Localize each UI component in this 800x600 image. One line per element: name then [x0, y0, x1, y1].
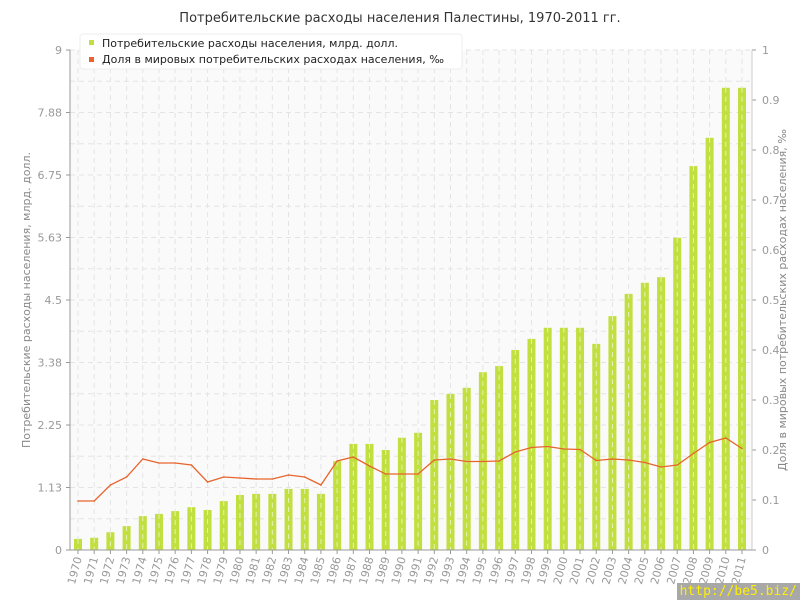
share-line: [78, 437, 743, 502]
left-tick-label: 0: [55, 544, 62, 557]
watermark[interactable]: http://be5.biz/: [676, 583, 800, 600]
legend: Потребительские расходы населения, млрд.…: [79, 33, 463, 70]
share-point: [514, 451, 517, 453]
legend-label-bar: Потребительские расходы населения, млрд.…: [102, 37, 398, 50]
legend-swatch-bar: [89, 40, 94, 45]
left-tick-label: 4.5: [45, 294, 63, 307]
share-point: [158, 462, 160, 464]
share-point: [190, 464, 193, 466]
share-point: [482, 460, 484, 463]
right-tick-label: 0.8: [762, 144, 780, 157]
bar: [640, 282, 649, 550]
share-point: [465, 460, 468, 463]
legend-label-line: Доля в мировых потребительских расходах …: [102, 53, 444, 66]
bar: [90, 537, 99, 550]
right-tick-label: 0.6: [762, 244, 780, 257]
share-point: [741, 447, 743, 450]
bar: [608, 316, 617, 550]
left-tick-label: 7.88: [38, 107, 63, 120]
share-point: [141, 458, 144, 460]
share-point: [660, 466, 662, 468]
bar: [333, 461, 342, 550]
right-tick-label: 0.4: [762, 344, 780, 357]
share-point: [222, 476, 225, 478]
bar: [74, 538, 82, 550]
share-point: [676, 464, 679, 466]
left-tick-label: 6.75: [38, 169, 63, 182]
right-tick-label: 0.1: [762, 494, 780, 507]
share-point: [595, 459, 598, 462]
share-point: [530, 446, 533, 449]
bar: [219, 501, 228, 550]
share-point: [368, 465, 371, 467]
bar: [349, 443, 358, 550]
share-point: [563, 448, 565, 450]
share-point: [417, 473, 419, 475]
share-point: [449, 458, 452, 460]
share-point: [725, 437, 727, 439]
share-point: [384, 473, 387, 475]
right-tick-label: 0.9: [762, 94, 780, 107]
share-point: [352, 456, 355, 458]
share-point: [627, 459, 630, 461]
chart-title: Потребительские расходы населения Палест…: [179, 11, 620, 26]
legend-box: [79, 33, 463, 70]
share-point: [93, 500, 95, 502]
share-point: [320, 484, 322, 486]
left-tick-label: 9: [55, 44, 62, 57]
bar: [365, 443, 374, 550]
bar: [446, 393, 455, 550]
share-point: [336, 460, 338, 462]
left-axis-label: Потребительские расходы населения, млрд.…: [20, 152, 33, 448]
share-point: [77, 500, 79, 502]
share-point: [303, 476, 306, 478]
left-tick-label: 3.38: [38, 357, 63, 370]
left-tick-label: 5.63: [38, 232, 63, 245]
share-point: [546, 445, 549, 448]
right-tick-label: 0.2: [762, 444, 780, 457]
right-tick-label: 0.3: [762, 394, 780, 407]
bar: [721, 87, 730, 551]
right-tick-label: 0: [762, 544, 769, 557]
bar: [705, 137, 714, 550]
share-point: [174, 462, 176, 464]
share-point: [433, 459, 436, 461]
share-point: [579, 448, 581, 451]
share-point: [125, 476, 128, 478]
legend-swatch-line: [89, 57, 94, 62]
bar: [138, 516, 147, 550]
left-tick-label: 1.13: [38, 482, 63, 495]
share-point: [287, 474, 290, 476]
bar: [527, 338, 536, 550]
share-point: [708, 441, 711, 444]
bar: [738, 87, 746, 551]
right-tick-label: 1: [762, 44, 769, 57]
share-point: [206, 481, 209, 483]
bar: [106, 532, 115, 550]
share-point: [109, 484, 112, 486]
share-point: [498, 460, 500, 462]
share-point: [692, 452, 695, 455]
right-tick-label: 0.7: [762, 194, 780, 207]
share-point: [611, 458, 614, 460]
share-point: [644, 461, 646, 464]
share-point: [271, 478, 274, 480]
share-point: [401, 473, 403, 475]
right-axis-label: Доля в мировых потребительских расходах …: [776, 129, 789, 471]
right-tick-label: 0.5: [762, 294, 780, 307]
share-point: [239, 477, 241, 479]
left-tick-label: 2.25: [38, 419, 63, 432]
share-point: [255, 478, 257, 480]
